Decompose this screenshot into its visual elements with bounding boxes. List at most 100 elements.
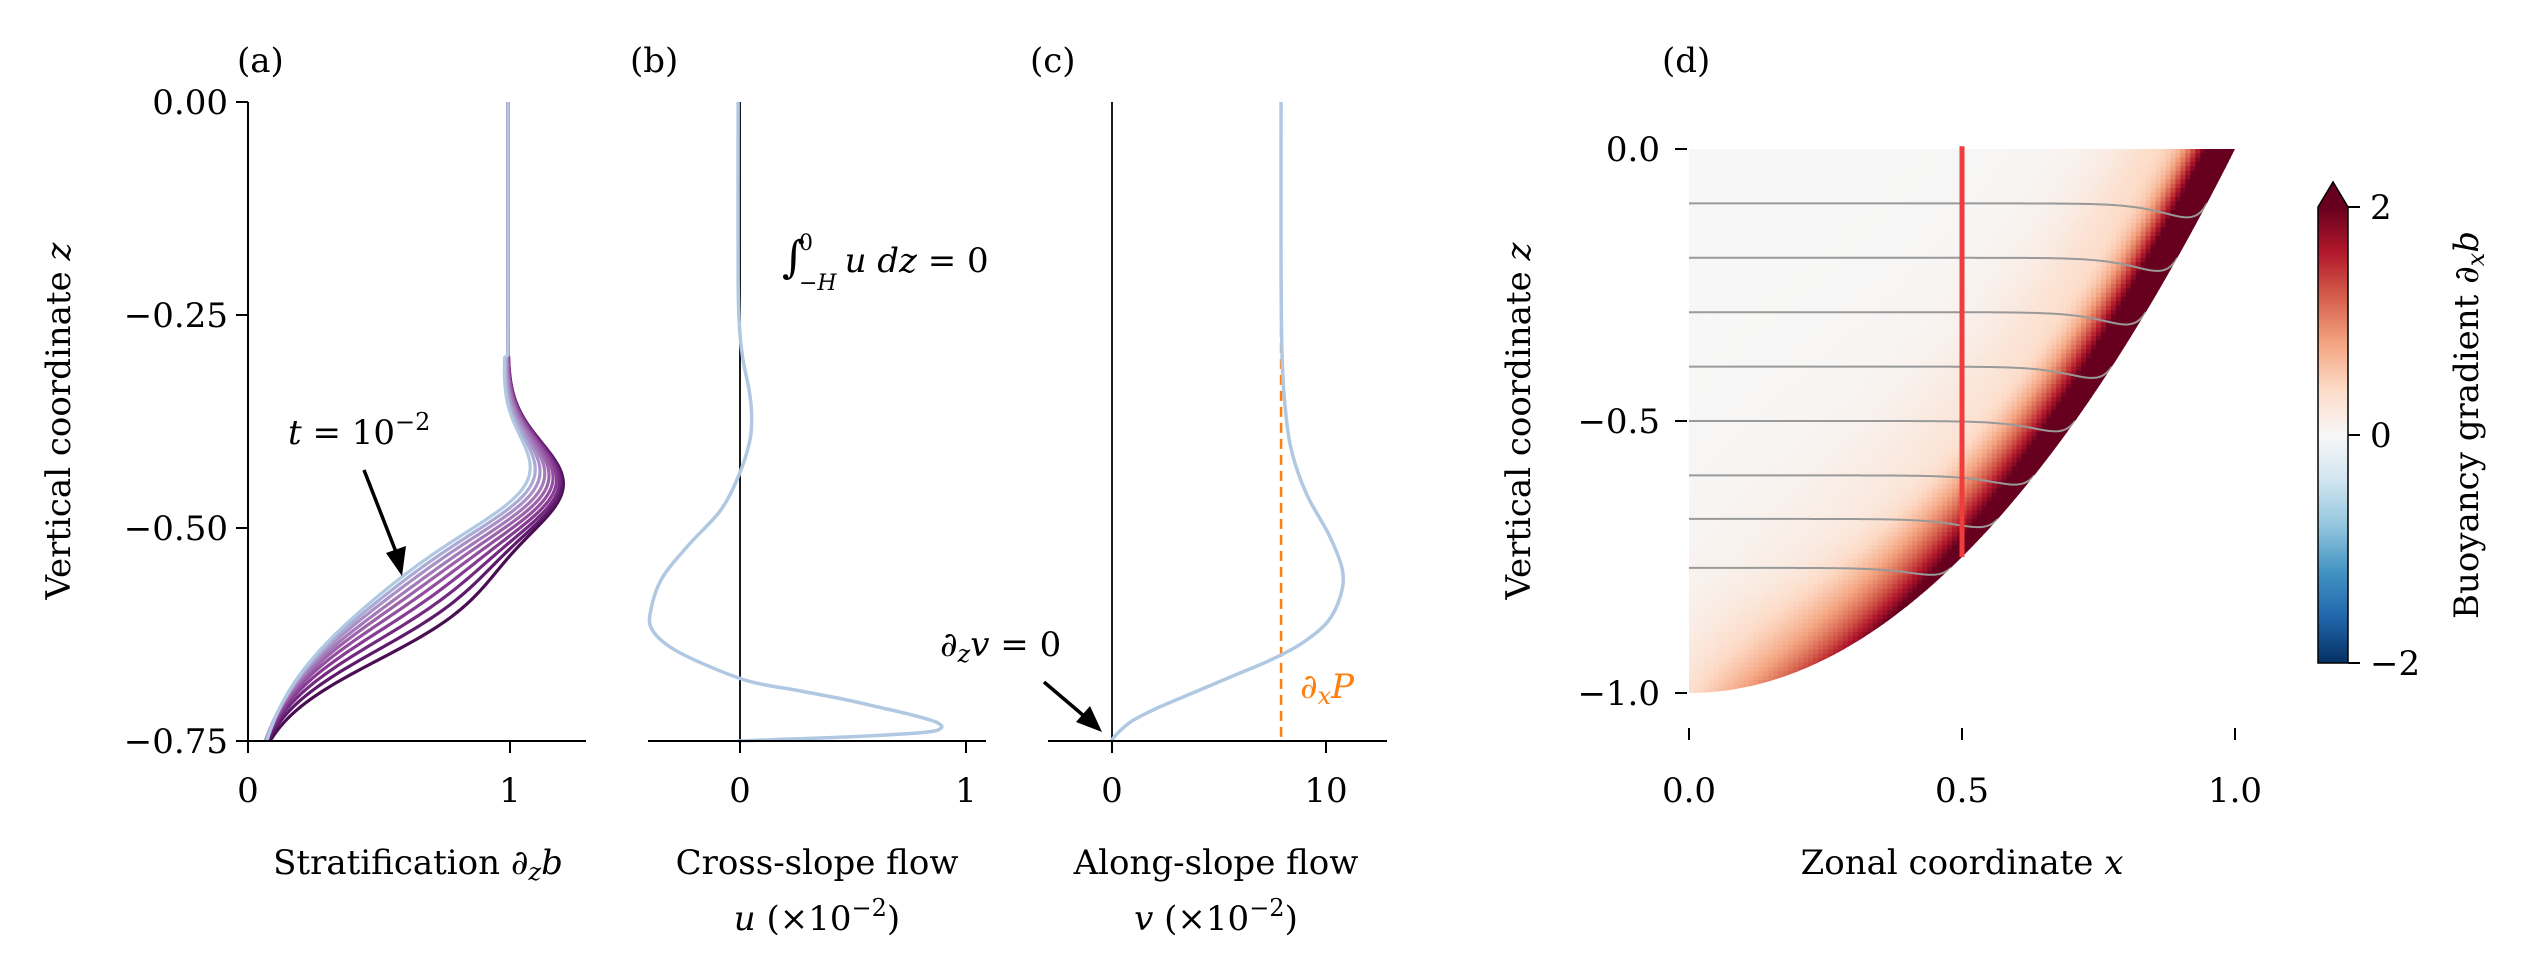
heatmap-cell: [1877, 162, 1884, 168]
along-slope-flow-line: [1110, 101, 1346, 742]
heatmap-cell: [1867, 305, 1874, 311]
heatmap-cell: [1842, 440, 1849, 446]
heatmap-cell: [1867, 336, 1874, 342]
heatmap-cell: [1788, 205, 1794, 211]
heatmap-cell: [1689, 658, 1695, 664]
heatmap-cell: [1818, 505, 1824, 511]
heatmap-cell: [1768, 305, 1774, 311]
heatmap-cell: [1823, 318, 1829, 324]
heatmap-cell: [1832, 501, 1839, 507]
heatmap-cell: [1842, 362, 1849, 368]
heatmap-cell: [1758, 401, 1765, 407]
heatmap-cell: [1778, 471, 1784, 476]
heatmap-cell: [1847, 257, 1854, 263]
heatmap-cell: [1713, 370, 1720, 376]
heatmap-cell: [1748, 536, 1755, 542]
heatmap-cell: [1783, 170, 1789, 176]
heatmap-cell: [1788, 545, 1794, 550]
heatmap-cell: [1803, 192, 1809, 198]
panel-label-a: (a): [237, 41, 284, 81]
heatmap-cell: [1728, 279, 1735, 285]
heatmap-cell: [1783, 636, 1789, 642]
heatmap-cell: [1753, 423, 1760, 429]
heatmap-cell: [1758, 627, 1765, 633]
heatmap-cell: [1773, 505, 1779, 511]
heatmap-cell: [1689, 505, 1695, 511]
heatmap-cell: [1693, 375, 1700, 381]
heatmap-cell: [1723, 253, 1730, 259]
heatmap-cell: [1733, 597, 1740, 603]
heatmap-cell: [1882, 218, 1889, 224]
heatmap-cell: [1733, 222, 1740, 228]
heatmap-cell: [1887, 227, 1894, 233]
heatmap-cell: [1818, 366, 1824, 372]
heatmap-cell: [1693, 584, 1700, 590]
heatmap-cell: [1847, 457, 1854, 463]
heatmap-cell: [1743, 462, 1750, 468]
heatmap-cell: [1703, 501, 1710, 507]
heatmap-cell: [1733, 627, 1740, 633]
heatmap-cell: [1743, 610, 1750, 616]
heatmap-cell: [1733, 553, 1740, 559]
heatmap-cell: [1728, 671, 1735, 677]
heatmap-cell: [1723, 227, 1730, 233]
heatmap-cell: [1693, 571, 1700, 577]
heatmap-cell: [1788, 601, 1794, 607]
heatmap-cell: [1808, 192, 1814, 198]
heatmap-cell: [1728, 619, 1735, 624]
heatmap-cell: [1728, 218, 1735, 224]
heatmap-cell: [1788, 623, 1794, 629]
heatmap-cell: [1763, 566, 1770, 572]
heatmap-cell: [1703, 610, 1710, 616]
heatmap-cell: [1852, 410, 1859, 416]
heatmap-cell: [1713, 558, 1720, 564]
heatmap-cell: [1857, 162, 1864, 168]
heatmap-cell: [1768, 466, 1774, 472]
heatmap-cell: [1887, 214, 1894, 220]
heatmap-cell: [1818, 488, 1824, 494]
heatmap-cell: [1837, 397, 1844, 403]
heatmap-cell: [1803, 257, 1809, 263]
heatmap-cell: [1872, 388, 1879, 394]
heatmap-cell: [1698, 640, 1705, 646]
heatmap-cell: [1852, 466, 1859, 472]
heatmap-cell: [1867, 571, 1874, 577]
heatmap-cell: [1778, 283, 1784, 289]
heatmap-cell: [1818, 340, 1824, 346]
heatmap-cell: [1832, 610, 1839, 616]
heatmap-cell: [1713, 684, 1720, 690]
heatmap-cell: [1733, 688, 1740, 693]
heatmap-cell: [1773, 449, 1779, 455]
heatmap-cell: [1837, 336, 1844, 342]
heatmap-cell: [1768, 684, 1774, 690]
heatmap-cell: [1862, 362, 1869, 368]
heatmap-cell: [1758, 379, 1765, 385]
heatmap-cell: [1882, 170, 1889, 176]
heatmap-cell: [1689, 214, 1695, 220]
heatmap-cell: [1798, 366, 1804, 372]
heatmap-cell: [1808, 627, 1814, 633]
heatmap-cell: [1832, 353, 1839, 359]
heatmap-cell: [1773, 362, 1779, 368]
heatmap-cell: [1693, 414, 1700, 420]
heatmap-cell: [1877, 610, 1884, 616]
heatmap-cell: [1882, 362, 1889, 368]
heatmap-cell: [1758, 601, 1765, 607]
heatmap-cell: [1708, 523, 1715, 529]
heatmap-cell: [1713, 222, 1720, 228]
heatmap-cell: [1708, 514, 1715, 520]
heatmap-cell: [1723, 323, 1730, 329]
heatmap-cell: [1877, 327, 1884, 333]
heatmap-cell: [1693, 227, 1700, 233]
heatmap-cell: [1768, 597, 1774, 603]
heatmap-cell: [1743, 370, 1750, 376]
heatmap-cell: [1813, 640, 1819, 646]
heatmap-cell: [1703, 645, 1710, 651]
heatmap-cell: [1808, 209, 1814, 215]
heatmap-cell: [1872, 540, 1879, 546]
heatmap-cell: [1758, 279, 1765, 285]
heatmap-cell: [1872, 370, 1879, 376]
heatmap-cell: [1773, 479, 1779, 485]
heatmap-cell: [1778, 588, 1784, 594]
heatmap-cell: [1723, 553, 1730, 559]
